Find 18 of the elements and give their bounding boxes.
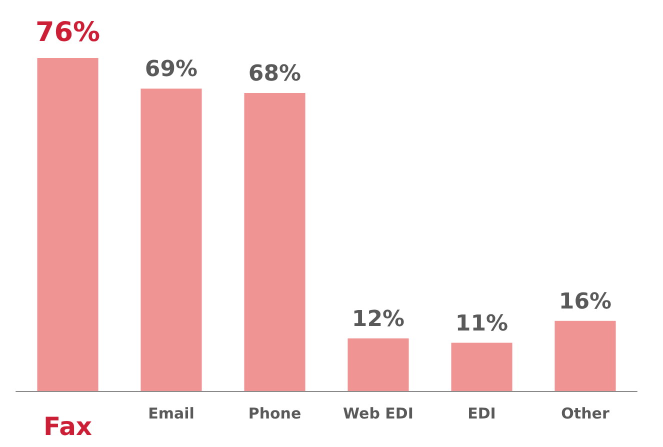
bar xyxy=(140,88,202,391)
x-tick-label: Phone xyxy=(248,404,302,422)
x-tick-label: Email xyxy=(148,404,194,422)
data-label: 11% xyxy=(455,311,508,336)
bar xyxy=(348,338,409,391)
x-tick-label: Web EDI xyxy=(343,404,414,422)
x-tick-label: EDI xyxy=(468,404,496,422)
bar xyxy=(244,93,306,391)
data-label: 69% xyxy=(144,57,198,82)
x-tick-label: Other xyxy=(561,404,610,422)
x-tick-label: Fax xyxy=(43,412,92,441)
data-label: 68% xyxy=(248,62,302,87)
bar xyxy=(451,342,512,391)
data-label: 12% xyxy=(352,306,405,332)
bar xyxy=(37,58,98,391)
data-label: 76% xyxy=(35,17,100,48)
bar xyxy=(554,320,616,391)
data-label: 16% xyxy=(558,289,612,314)
